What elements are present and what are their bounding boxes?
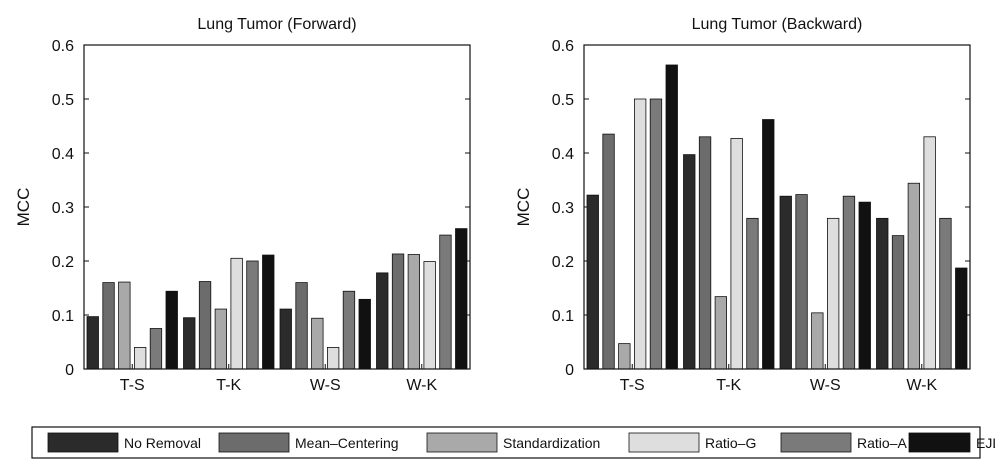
bar-w-k-series-1: [391, 253, 405, 370]
legend-swatch: [780, 432, 852, 453]
bar-t-s-series-2: [118, 281, 131, 370]
x-tick-label: T-K: [716, 377, 741, 394]
bar-w-s-series-2: [811, 312, 824, 370]
chart-forward: Lung Tumor (Forward) MCC 0 0.1 0.2 0.3 0.4 0.5 0…: [14, 16, 471, 394]
bar-t-k-series-3: [730, 138, 743, 370]
bar-t-k-series-5: [762, 119, 775, 370]
bar-w-s-series-4: [342, 290, 356, 370]
y-axis-label: MCC: [514, 188, 533, 227]
x-tick-label: W-S: [310, 377, 341, 394]
bar-w-s-series-0: [779, 195, 792, 370]
bar-t-s-series-0: [586, 194, 599, 370]
bar-w-s-series-5: [858, 201, 871, 370]
x-tick-label: T-K: [216, 377, 241, 394]
y-tick-label: 0: [65, 362, 74, 379]
y-tick-label: 0.1: [52, 308, 74, 325]
bar-w-s-series-3: [326, 346, 340, 370]
chart-title: Lung Tumor (Backward): [692, 16, 863, 33]
bar-t-k-series-1: [698, 136, 712, 370]
bar-w-s-series-5: [358, 298, 371, 370]
bar-t-s-series-2: [618, 343, 631, 370]
bar-t-s-series-3: [133, 346, 147, 370]
x-tick-label: W-S: [810, 377, 841, 394]
legend-swatch: [628, 432, 700, 453]
y-tick-label: 0.3: [52, 200, 74, 217]
bar-t-k-series-2: [714, 296, 727, 370]
bar-w-s-series-3: [827, 217, 840, 370]
legend-label: EJLR: [976, 435, 995, 451]
x-tick-label: W-K: [406, 377, 437, 394]
bar-w-k-series-4: [439, 234, 452, 370]
bar-t-k-series-2: [214, 308, 228, 370]
y-tick-label: 0.2: [52, 254, 74, 271]
legend-label: No Removal: [124, 435, 201, 451]
bar-w-s-series-2: [311, 317, 324, 370]
bar-t-s-series-4: [149, 328, 163, 370]
bar-t-s-series-3: [634, 98, 647, 370]
legend-label: Ratio–A: [857, 435, 907, 451]
bar-t-k-series-0: [683, 154, 696, 370]
bar-w-k-series-2: [907, 182, 920, 370]
chart-title: Lung Tumor (Forward): [197, 16, 356, 33]
bar-w-k-series-5: [955, 267, 968, 370]
bar-t-s-series-4: [649, 98, 663, 370]
bar-w-k-series-5: [455, 228, 468, 370]
bar-w-s-series-4: [842, 195, 856, 370]
bar-w-s-series-1: [295, 282, 308, 370]
legend: No Removal Mean–Centering Standardization R…: [31, 426, 995, 459]
chart-backward: Lung Tumor (Backward) MCC 0 0.1 0.2 0.3 0.4 0.5…: [514, 16, 971, 394]
bar-t-k-series-0: [183, 317, 196, 370]
legend-swatch: [426, 432, 498, 453]
x-tick-label: T-S: [620, 377, 645, 394]
bar-t-k-series-4: [246, 260, 259, 370]
bar-t-s-series-5: [665, 64, 678, 370]
bar-w-k-series-3: [423, 261, 436, 370]
y-tick-label: 0.5: [52, 92, 74, 109]
bar-t-k-series-4: [746, 217, 759, 370]
bar-t-k-series-1: [198, 281, 212, 370]
legend-label: Mean–Centering: [295, 435, 399, 451]
bar-w-k-series-4: [939, 217, 952, 370]
legend-swatch: [908, 432, 971, 453]
bar-t-s-series-1: [102, 282, 115, 370]
plot-frame: [83, 44, 471, 370]
bar-t-s-series-5: [165, 290, 178, 370]
y-tick-label: 0.5: [552, 92, 574, 109]
x-tick-label: W-K: [906, 377, 937, 394]
y-tick-label: 0.4: [552, 146, 574, 163]
y-tick-label: 0.6: [52, 38, 74, 55]
legend-swatch: [47, 432, 119, 453]
bar-w-k-series-0: [876, 217, 889, 370]
y-tick-label: 0.4: [52, 146, 74, 163]
bar-w-s-series-0: [279, 308, 292, 370]
y-tick-label: 0.1: [552, 308, 574, 325]
bar-w-k-series-1: [891, 235, 905, 370]
bar-t-s-series-0: [86, 316, 99, 370]
y-tick-label: 0: [565, 362, 574, 379]
bar-w-k-series-3: [923, 136, 936, 370]
legend-swatch: [218, 432, 290, 453]
x-tick-label: T-S: [120, 377, 145, 394]
y-tick-label: 0.6: [552, 38, 574, 55]
bar-t-k-series-5: [262, 254, 275, 370]
y-tick-label: 0.3: [552, 200, 574, 217]
legend-label: Ratio–G: [705, 435, 756, 451]
plot-frame: [583, 44, 971, 370]
y-tick-label: 0.2: [552, 254, 574, 271]
y-axis-label: MCC: [14, 188, 33, 227]
bar-w-k-series-2: [407, 254, 421, 370]
bar-t-k-series-3: [230, 257, 243, 370]
bar-t-s-series-1: [602, 133, 615, 370]
bar-w-s-series-1: [795, 194, 808, 370]
bar-w-k-series-0: [376, 272, 389, 370]
legend-label: Standardization: [503, 435, 600, 451]
